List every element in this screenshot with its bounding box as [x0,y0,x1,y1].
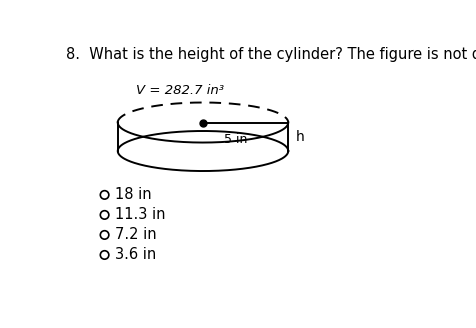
Text: V = 282.7 in³: V = 282.7 in³ [135,84,223,97]
Text: 18 in: 18 in [114,187,151,202]
Text: 3.6 in: 3.6 in [114,247,156,262]
Text: 11.3 in: 11.3 in [114,207,165,222]
Text: h: h [296,130,304,144]
Text: 5 in: 5 in [223,133,247,146]
Text: 8.  What is the height of the cylinder? The figure is not drawn to scale.: 8. What is the height of the cylinder? T… [66,47,476,62]
Text: 7.2 in: 7.2 in [114,227,156,242]
